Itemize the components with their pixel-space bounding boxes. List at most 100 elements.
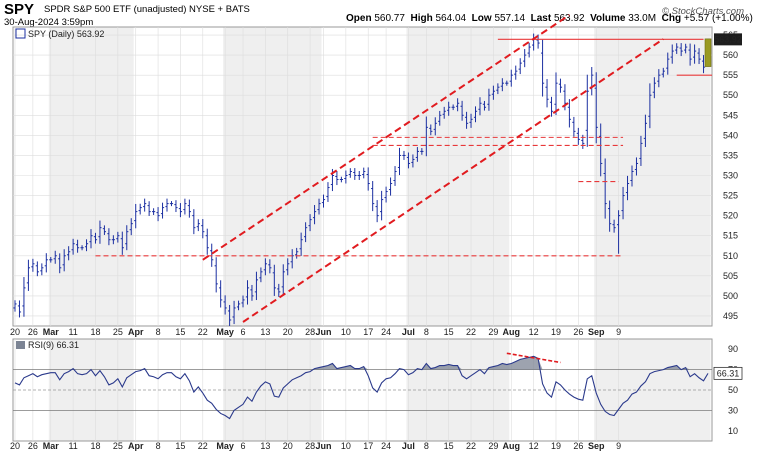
price-x-tick-label: May xyxy=(216,327,234,337)
price-y-tick-label: 555 xyxy=(723,70,738,80)
price-x-tick-label: 9 xyxy=(616,327,621,337)
price-x-tick-label: Mar xyxy=(43,327,60,337)
price-y-tick-label: 500 xyxy=(723,291,738,301)
rsi-overbought-fill xyxy=(15,356,708,370)
price-x-tick-label: 24 xyxy=(381,327,391,337)
trend-channel-lower-line xyxy=(242,38,664,323)
price-x-tick-label: 26 xyxy=(28,327,38,337)
price-y-tick-label: 540 xyxy=(723,130,738,140)
rsi-x-tick-label: 15 xyxy=(175,441,185,451)
price-y-tick-label: 505 xyxy=(723,271,738,281)
quote-datetime: 30-Aug-2024 3:59pm xyxy=(4,17,94,28)
security-description: SPDR S&P 500 ETF (unadjusted) NYSE + BAT… xyxy=(44,4,250,15)
rsi-x-tick-label: 25 xyxy=(113,441,123,451)
rsi-last-tag xyxy=(713,366,743,380)
rsi-x-tick-label: 8 xyxy=(424,441,429,451)
rsi-last-tag-text: 66.31 xyxy=(717,368,740,378)
volume-label: Volume xyxy=(590,13,626,24)
price-x-tick-label: 6 xyxy=(241,327,246,337)
last-value: 563.92 xyxy=(553,13,585,24)
rsi-x-tick-label: 22 xyxy=(198,441,208,451)
price-month-shade xyxy=(223,27,322,326)
trend-channel-upper-line xyxy=(202,14,570,261)
price-y-tick-label: 495 xyxy=(723,311,738,321)
rsi-divergence-line xyxy=(506,352,561,364)
price-legend: SPY (Daily) 563.92 xyxy=(28,29,104,39)
price-x-tick-label: 22 xyxy=(466,327,476,337)
low-label: Low xyxy=(471,13,492,24)
open-value: 560.77 xyxy=(374,13,405,24)
price-x-tick-label: 28 xyxy=(305,327,315,337)
rsi-x-tick-label: May xyxy=(216,441,234,451)
price-y-tick-label: 550 xyxy=(723,90,738,100)
price-x-tick-label: 18 xyxy=(90,327,100,337)
rsi-x-tick-label: 9 xyxy=(616,441,621,451)
rsi-line xyxy=(14,355,709,420)
ticker-symbol: SPY xyxy=(4,1,35,18)
rsi-y-tick-label: 50 xyxy=(728,385,738,395)
price-y-tick-label: 545 xyxy=(723,110,738,120)
rsi-legend-swatch xyxy=(16,341,25,349)
rsi-x-tick-label: 18 xyxy=(90,441,100,451)
rsi-x-tick-label: 29 xyxy=(488,441,498,451)
rsi-x-tick-label: Aug xyxy=(503,441,521,451)
price-x-tick-label: 25 xyxy=(113,327,123,337)
price-x-tick-label: 11 xyxy=(68,327,77,337)
last-price-tag xyxy=(714,33,742,46)
rsi-x-tick-label: Jul xyxy=(402,441,415,451)
rsi-legend: RSI(9) 66.31 xyxy=(28,340,79,350)
price-x-tick-label: 12 xyxy=(529,327,539,337)
price-y-tick-label: 560 xyxy=(723,50,738,60)
price-x-tick-label: Sep xyxy=(588,327,605,337)
rsi-x-tick-label: Jun xyxy=(315,441,331,451)
rsi-y-tick-label: 90 xyxy=(728,344,738,354)
chg-label: Chg xyxy=(661,13,682,24)
high-label: High xyxy=(410,13,433,24)
rsi-x-tick-label: 10 xyxy=(341,441,351,451)
price-legend-swatch xyxy=(15,28,26,39)
price-x-tick-label: 15 xyxy=(175,327,185,337)
rsi-x-tick-label: 22 xyxy=(466,441,476,451)
price-x-tick-label: Aug xyxy=(503,327,521,337)
rsi-x-tick-label: 12 xyxy=(529,441,539,451)
rsi-y-tick-label: 10 xyxy=(728,426,738,436)
rsi-y-tick-label: 30 xyxy=(728,405,738,415)
rsi-x-tick-label: 19 xyxy=(551,441,561,451)
price-y-tick-label: 520 xyxy=(723,211,738,221)
rsi-x-tick-label: 20 xyxy=(283,441,293,451)
price-x-tick-label: 15 xyxy=(444,327,454,337)
stockcharts-credit: © StockCharts.com xyxy=(662,6,744,17)
open-label: Open xyxy=(346,13,372,24)
price-x-tick-label: 17 xyxy=(363,327,373,337)
price-x-tick-label: 20 xyxy=(10,327,20,337)
price-x-tick-label: 20 xyxy=(283,327,293,337)
rsi-x-tick-label: 11 xyxy=(68,441,77,451)
rsi-x-tick-label: 6 xyxy=(241,441,246,451)
rsi-x-tick-label: 26 xyxy=(573,441,583,451)
price-x-tick-label: 8 xyxy=(156,327,161,337)
ohlc-readout: Open 560.77 High 564.04 Low 557.14 Last … xyxy=(346,13,753,24)
rsi-x-tick-label: Mar xyxy=(43,441,60,451)
rsi-x-tick-label: 28 xyxy=(305,441,315,451)
rsi-x-tick-label: 13 xyxy=(260,441,270,451)
rsi-x-tick-label: 8 xyxy=(156,441,161,451)
price-x-tick-label: Apr xyxy=(128,327,144,337)
rsi-x-tick-label: 26 xyxy=(28,441,38,451)
low-value: 557.14 xyxy=(494,13,526,24)
price-x-tick-label: 26 xyxy=(573,327,583,337)
price-x-tick-label: 8 xyxy=(424,327,429,337)
price-month-shade xyxy=(594,27,711,326)
chg-value: +5.57 (+1.00%) xyxy=(683,13,753,24)
price-y-tick-label: 510 xyxy=(723,251,738,261)
price-x-tick-label: 22 xyxy=(198,327,208,337)
rsi-x-tick-label: 15 xyxy=(444,441,454,451)
rsi-x-tick-label: Sep xyxy=(588,441,605,451)
price-y-tick-label: 515 xyxy=(723,231,738,241)
price-x-tick-label: 29 xyxy=(488,327,498,337)
price-y-tick-label: 530 xyxy=(723,170,738,180)
price-y-tick-label: 525 xyxy=(723,191,738,201)
volume-value: 33.0M xyxy=(628,13,657,24)
price-x-tick-label: 13 xyxy=(260,327,270,337)
